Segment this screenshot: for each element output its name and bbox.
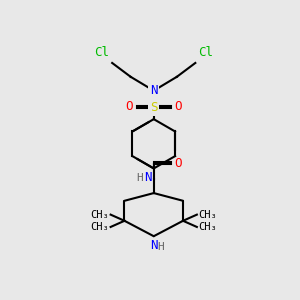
Text: CH₃: CH₃	[198, 210, 217, 220]
Text: O: O	[175, 100, 182, 113]
Text: H: H	[136, 173, 143, 183]
Text: Cl: Cl	[94, 46, 109, 59]
Text: O: O	[175, 157, 182, 169]
Text: CH₃: CH₃	[198, 222, 217, 232]
Text: S: S	[150, 101, 158, 114]
Text: N: N	[150, 84, 158, 97]
Text: H: H	[158, 242, 164, 252]
Text: O: O	[125, 100, 133, 113]
Text: N: N	[150, 238, 158, 251]
Text: CH₃: CH₃	[90, 210, 109, 220]
Text: N: N	[144, 171, 151, 184]
Text: Cl: Cl	[198, 46, 213, 59]
Text: CH₃: CH₃	[90, 222, 109, 232]
